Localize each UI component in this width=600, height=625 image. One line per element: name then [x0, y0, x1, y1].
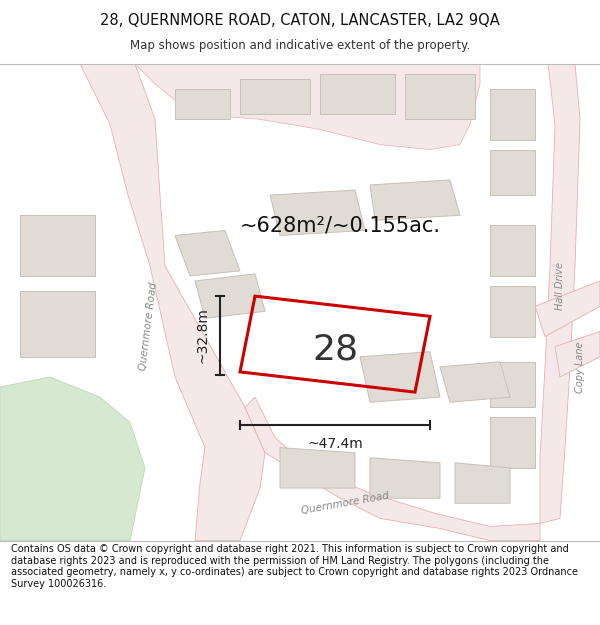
Polygon shape [135, 64, 480, 149]
Text: Quernmore Road: Quernmore Road [137, 282, 158, 371]
Polygon shape [245, 397, 540, 541]
Text: 28, QUERNMORE ROAD, CATON, LANCASTER, LA2 9QA: 28, QUERNMORE ROAD, CATON, LANCASTER, LA… [100, 13, 500, 28]
Polygon shape [20, 215, 95, 276]
Polygon shape [405, 74, 475, 119]
Text: Copy Lane: Copy Lane [575, 341, 585, 392]
Polygon shape [370, 458, 440, 498]
Polygon shape [240, 79, 310, 114]
Text: Hall Drive: Hall Drive [555, 262, 565, 310]
Polygon shape [555, 331, 600, 377]
Polygon shape [490, 226, 535, 276]
Text: 28: 28 [312, 332, 358, 366]
Text: ~32.8m: ~32.8m [195, 308, 209, 364]
Polygon shape [280, 448, 355, 488]
Polygon shape [490, 89, 535, 139]
Polygon shape [490, 286, 535, 336]
Polygon shape [195, 274, 265, 318]
Polygon shape [20, 291, 95, 357]
Polygon shape [360, 352, 440, 402]
Text: Map shows position and indicative extent of the property.: Map shows position and indicative extent… [130, 39, 470, 52]
Polygon shape [490, 362, 535, 408]
Text: ~628m²/~0.155ac.: ~628m²/~0.155ac. [239, 216, 440, 236]
Polygon shape [440, 362, 510, 403]
Polygon shape [80, 64, 265, 541]
Polygon shape [490, 149, 535, 195]
Polygon shape [455, 463, 510, 503]
Polygon shape [175, 89, 230, 119]
Polygon shape [370, 180, 460, 221]
Polygon shape [540, 64, 580, 524]
Polygon shape [270, 190, 365, 236]
Text: Contains OS data © Crown copyright and database right 2021. This information is : Contains OS data © Crown copyright and d… [11, 544, 578, 589]
Text: ~47.4m: ~47.4m [307, 437, 363, 451]
Text: Quernmore Road: Quernmore Road [301, 491, 389, 516]
Polygon shape [320, 74, 395, 114]
Polygon shape [175, 231, 240, 276]
Polygon shape [490, 418, 535, 468]
Polygon shape [0, 377, 145, 541]
Polygon shape [535, 281, 600, 336]
